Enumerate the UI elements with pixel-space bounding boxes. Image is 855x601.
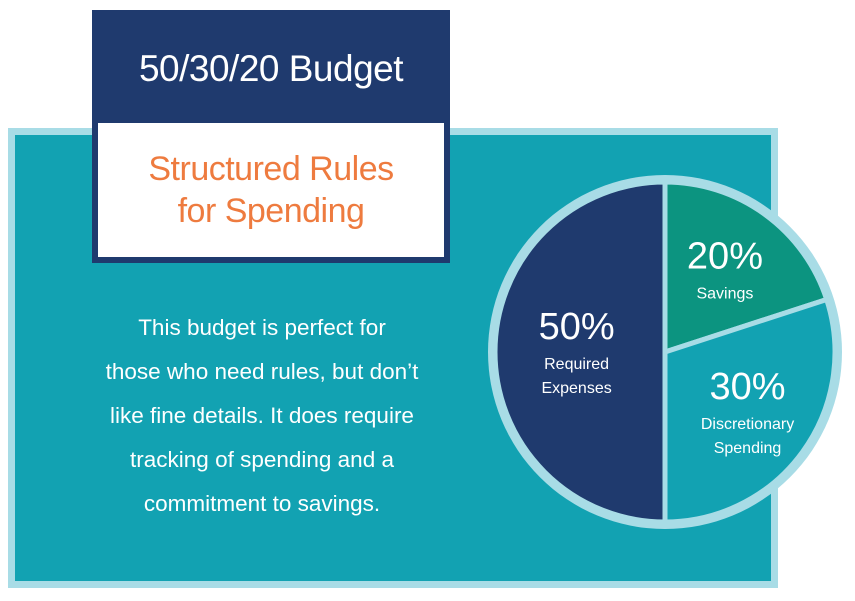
description-text: This budget is perfect for those who nee… xyxy=(62,306,462,526)
page-title: 50/30/20 Budget xyxy=(138,48,404,89)
description-line: those who need rules, but don’t xyxy=(105,359,419,384)
pie-slice-category-label: Required xyxy=(544,356,609,373)
subtitle-line-1: Structured Rules xyxy=(148,150,394,188)
pie-slice-category-label: Spending xyxy=(714,440,782,457)
pie-slice-category-label: Discretionary xyxy=(701,416,794,433)
description-line: commitment to savings. xyxy=(143,491,381,516)
pie-slice-percent-label: 30% xyxy=(709,366,785,408)
pie-slice-50pct xyxy=(492,179,668,525)
pie-slice-percent-label: 20% xyxy=(687,235,763,277)
pie-slice-category-label: Savings xyxy=(696,285,753,302)
pie-slice-category-label: Expenses xyxy=(541,380,611,397)
title-bar: 50/30/20 Budget xyxy=(92,10,450,122)
description-line: tracking of spending and a xyxy=(130,447,394,472)
description-line: This budget is perfect for xyxy=(138,315,386,340)
subtitle-line-2: for Spending xyxy=(177,192,365,230)
pie-slice-20pct xyxy=(662,179,830,355)
description-line: like fine details. It does require xyxy=(110,403,414,428)
pie-slice-percent-label: 50% xyxy=(539,306,615,348)
subtitle-box: Structured Rules for Spending xyxy=(92,117,450,263)
pie-slice-30pct xyxy=(662,296,838,525)
budget-pie-chart: 20% Savings 30% Discretionary Spending 50% Req… xyxy=(488,175,842,529)
